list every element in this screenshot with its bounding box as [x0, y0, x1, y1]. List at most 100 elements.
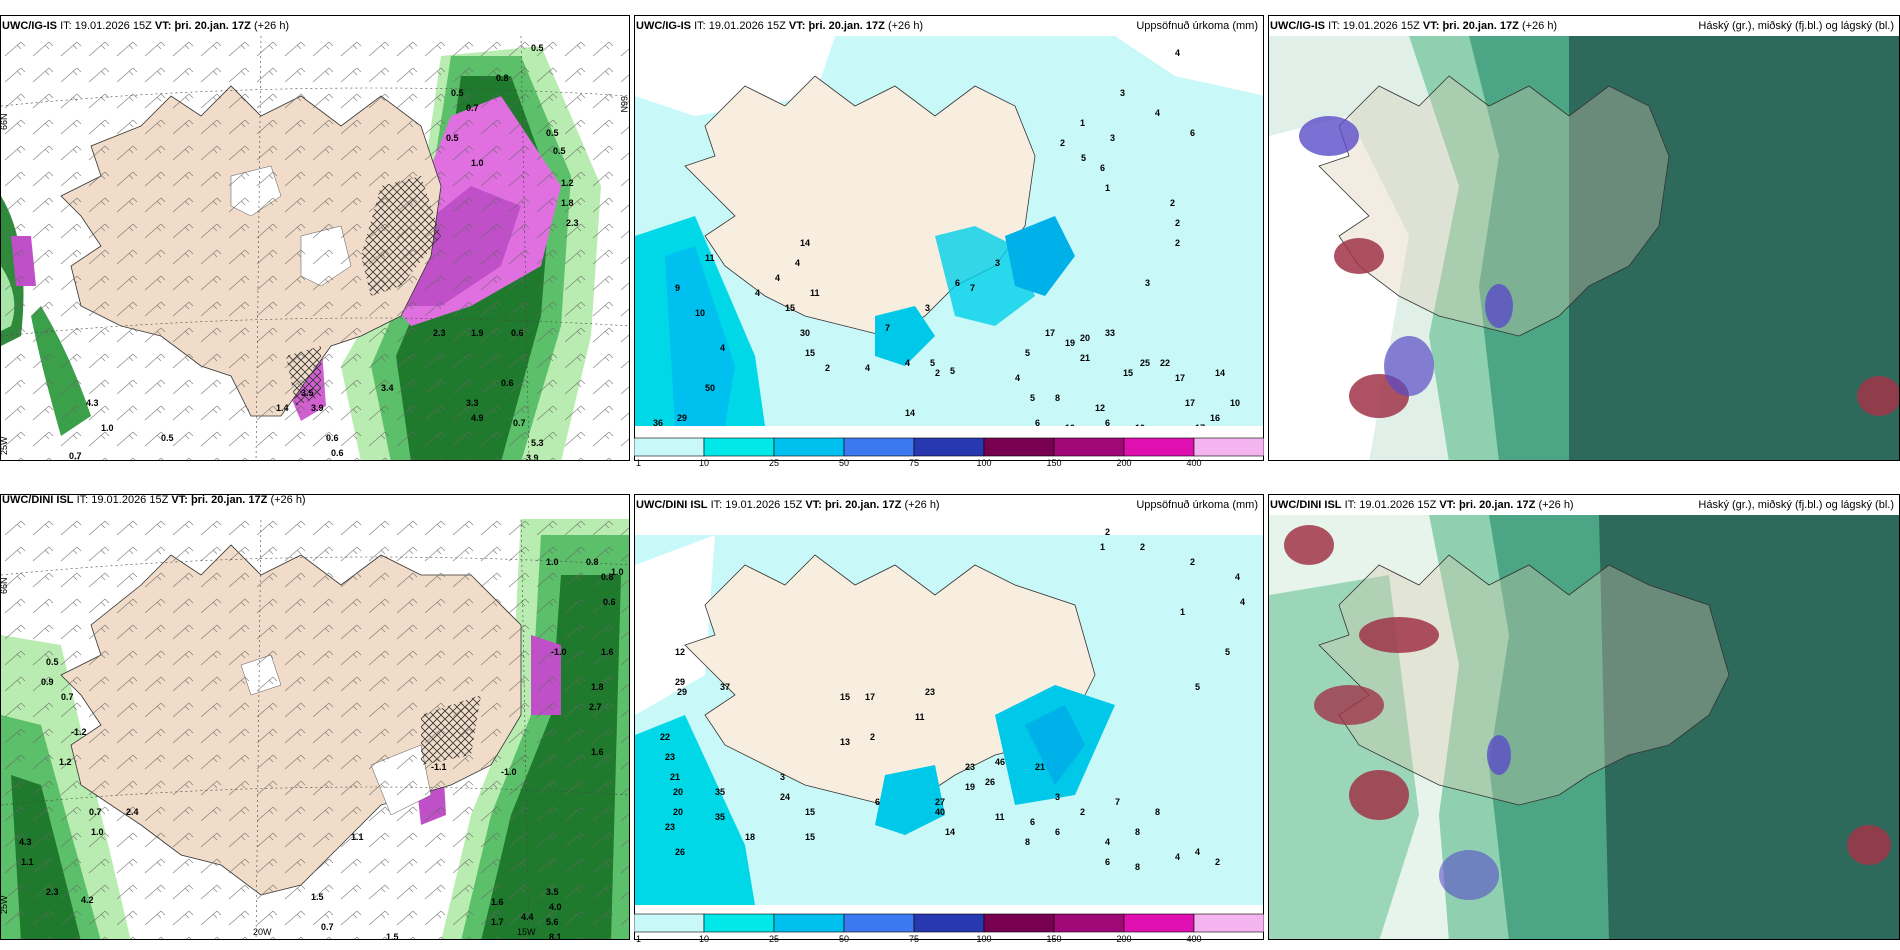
map-value-label: 8: [1155, 807, 1160, 817]
map-value-label: 11: [810, 288, 820, 298]
vt-label: VT:: [154, 20, 172, 32]
precipitation-legend: 1 10 25 50 75 100 150 200 400: [634, 912, 1264, 948]
map-value-label: 2: [1060, 138, 1065, 148]
issue-time: 19.01.2026 15Z: [74, 20, 152, 32]
map-value-label: 6: [1105, 857, 1110, 867]
map-value-label: 26: [985, 777, 995, 787]
panel-title: UWC/IG-IS IT: 19.01.2026 15Z VT: þri. 20…: [1269, 16, 1899, 36]
precipitation-labels: 4346256311222311910450293636381214111530…: [653, 48, 1240, 426]
map-value-label: 1.9: [471, 328, 484, 338]
map-value-label: 4: [795, 258, 800, 268]
map-value-label: 17: [1175, 373, 1185, 383]
map-value-label: 5.6: [546, 917, 559, 927]
legend-tick-label: 75: [909, 934, 919, 944]
map-value-label: 0.7: [89, 807, 102, 817]
map-value-label: 1.0: [546, 557, 559, 567]
map-value-label: 1.6: [491, 897, 504, 907]
model-name: UWC/DINI ISL: [636, 499, 708, 511]
map-value-label: 17: [1195, 423, 1205, 426]
map-value-label: 0.6: [331, 448, 344, 458]
map-value-label: 1.0: [471, 158, 484, 168]
map-value-label: 15: [805, 807, 815, 817]
map-value-label: 1.1: [351, 832, 364, 842]
legend-tick-label: 10: [699, 934, 709, 944]
valid-time: þri. 20.jan. 17Z: [824, 499, 902, 511]
valid-time: þri. 20.jan. 17Z: [808, 20, 885, 32]
map-value-label: 2: [870, 732, 875, 742]
map-value-label: 4: [1015, 373, 1020, 383]
map-value-label: 5: [950, 366, 955, 376]
map-value-label: 6: [1105, 418, 1110, 426]
legend-tick-label: 400: [1186, 934, 1201, 944]
map-value-label: 7: [885, 323, 890, 333]
legend-tick-label: 1: [636, 458, 641, 468]
legend-tick-label: 100: [976, 934, 991, 944]
map-value-label: 4.2: [81, 895, 94, 905]
legend-swatch: [703, 913, 775, 933]
map-value-label: 1.2: [561, 178, 574, 188]
legend-tick-label: 1: [636, 934, 641, 944]
map-value-label: 5: [1225, 647, 1230, 657]
map-value-label: 1.8: [561, 198, 574, 208]
legend-swatch: [1123, 437, 1195, 457]
map-value-label: 27: [935, 797, 945, 807]
model-name: UWC/IG-IS: [636, 20, 691, 32]
map-value-label: 1.5: [311, 892, 324, 902]
map-value-label: 0.8: [601, 572, 614, 582]
map-value-label: 8: [1135, 862, 1140, 872]
panel-title: UWC/DINI ISL IT: 19.01.2026 15Z VT: þri.…: [635, 495, 1263, 515]
lon-label-25w: 25W: [1, 436, 9, 455]
map-value-label: 6: [1100, 163, 1105, 173]
map-value-label: 2: [935, 368, 940, 378]
legend-tick-label: 400: [1186, 458, 1201, 468]
map-value-label: 15: [785, 303, 795, 313]
map-value-label: 46: [995, 757, 1005, 767]
map-value-label: 3.3: [466, 398, 479, 408]
it-label: IT:: [1328, 20, 1340, 32]
panel-precip-igis: UWC/IG-IS IT: 19.01.2026 15Z VT: þri. 20…: [634, 15, 1264, 461]
legend-tick-label: 150: [1046, 934, 1061, 944]
legend-swatch: [843, 913, 915, 933]
model-name: UWC/DINI ISL: [2, 494, 74, 506]
legend-tick-label: 50: [839, 458, 849, 468]
map-value-label: 0.7: [61, 692, 74, 702]
map-value-label: 1: [1180, 607, 1185, 617]
map-value-label: 10: [695, 308, 705, 318]
temperature-labels: 0.50.80.50.71.00.50.51.21.82.30.53.43.53…: [69, 43, 579, 460]
legend-swatch: [773, 913, 845, 933]
map-value-label: 23: [665, 752, 675, 762]
map-value-label: 1: [1080, 118, 1085, 128]
map-value-label: 1: [1105, 183, 1110, 193]
map-value-label: 2: [1140, 542, 1145, 552]
lon-label-15w: 15W: [517, 927, 536, 937]
map-value-label: 1.1: [21, 857, 34, 867]
precipitation-map: 4346256311222311910450293636381214111530…: [635, 36, 1263, 426]
map-value-label: 2.3: [566, 218, 579, 228]
map-value-label: 1: [1100, 542, 1105, 552]
map-value-label: 18: [745, 832, 755, 842]
map-value-label: 22: [1160, 358, 1170, 368]
map-value-label: 2: [1215, 857, 1220, 867]
map-value-label: 26: [675, 847, 685, 857]
panel-clouds-dini: UWC/DINI ISL IT: 19.01.2026 15Z VT: þri.…: [1268, 494, 1900, 940]
vt-label: VT:: [805, 499, 822, 511]
lead-time: (+26 h): [1538, 499, 1574, 511]
temperature-map: 66N 25W 20W 15W 1.0 0.80.81.00.6-1.0 1.61.…: [1, 515, 629, 939]
map-value-label: 3.5: [546, 887, 559, 897]
valid-time: þri. 20.jan. 17Z: [1442, 20, 1519, 32]
iceland-land: [1318, 75, 1670, 337]
legend-swatch: [1053, 913, 1125, 933]
map-value-label: 4: [865, 363, 870, 373]
map-value-label: 11: [915, 712, 925, 722]
map-value-label: 6: [1190, 128, 1195, 138]
map-value-label: 4.4: [521, 912, 534, 922]
map-value-label: 2.7: [589, 702, 602, 712]
legend-swatch: [1123, 913, 1195, 933]
map-value-label: 2: [1175, 238, 1180, 248]
map-value-label: 3: [925, 303, 930, 313]
map-value-label: 2: [1190, 557, 1195, 567]
panel-precip-dini: UWC/DINI ISL IT: 19.01.2026 15Z VT: þri.…: [634, 494, 1264, 940]
map-value-label: 12: [675, 647, 685, 657]
map-value-label: -1.0: [551, 647, 567, 657]
panel-title: UWC/DINI ISL IT: 19.01.2026 15Z VT: þri.…: [1, 494, 629, 519]
